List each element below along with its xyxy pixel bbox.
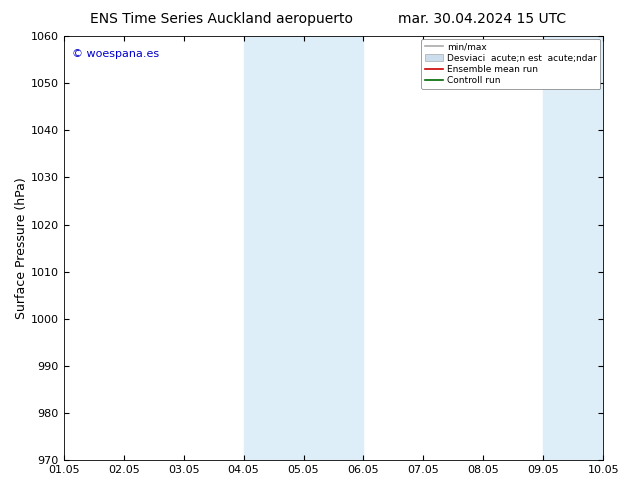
Text: © woespana.es: © woespana.es xyxy=(72,49,159,59)
Bar xyxy=(243,36,363,460)
Legend: min/max, Desviaci  acute;n est  acute;ndar, Ensemble mean run, Controll run: min/max, Desviaci acute;n est acute;ndar… xyxy=(421,39,600,89)
Text: mar. 30.04.2024 15 UTC: mar. 30.04.2024 15 UTC xyxy=(398,12,566,26)
Bar xyxy=(543,36,603,460)
Text: ENS Time Series Auckland aeropuerto: ENS Time Series Auckland aeropuerto xyxy=(91,12,353,26)
Y-axis label: Surface Pressure (hPa): Surface Pressure (hPa) xyxy=(15,177,28,319)
